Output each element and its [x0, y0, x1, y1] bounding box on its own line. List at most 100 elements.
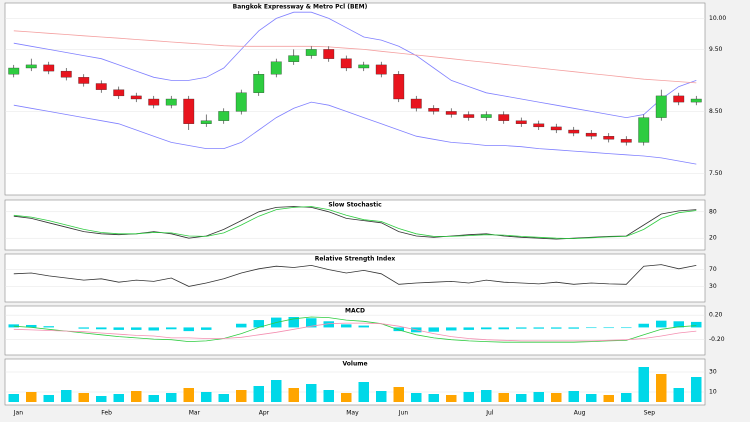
series-line: [13, 264, 697, 287]
bar: [411, 393, 422, 402]
bar: [201, 327, 212, 330]
candle-body: [480, 114, 492, 118]
candle-body: [60, 70, 72, 78]
panel-title: Slow Stochastic: [328, 202, 382, 209]
bar: [43, 326, 54, 328]
candle-body: [515, 120, 527, 124]
y-tick-label: 30: [709, 283, 717, 290]
panel-title: MACD: [345, 308, 365, 315]
x-tick-label: Jul: [485, 410, 494, 417]
bar: [253, 386, 264, 402]
bar: [26, 324, 37, 328]
bar: [586, 394, 597, 402]
bar: [621, 327, 632, 329]
candle-body: [200, 120, 212, 124]
bar: [621, 393, 632, 402]
bar: [533, 327, 544, 329]
bar: [78, 327, 89, 329]
candle-body: [25, 64, 37, 69]
bar: [148, 395, 159, 402]
bar: [428, 327, 439, 332]
bar: [236, 390, 247, 402]
candle-body: [288, 55, 300, 62]
y-tick-label: 10: [709, 389, 717, 396]
candle-body: [463, 114, 475, 118]
x-tick-label: Jun: [398, 410, 409, 417]
candle-body: [235, 92, 247, 112]
y-tick-label: 30: [709, 369, 717, 376]
bar: [61, 390, 72, 402]
panel: [4, 253, 706, 303]
series-line: [13, 206, 697, 240]
y-tick-label: 70: [709, 266, 717, 273]
candle-body: [410, 98, 422, 109]
bar: [603, 395, 614, 402]
series-line: [13, 11, 697, 119]
candle-body: [78, 77, 90, 84]
bar: [603, 327, 614, 329]
panel-title: Relative Strength Index: [315, 256, 396, 263]
candle-body: [375, 64, 387, 75]
bar: [638, 367, 649, 402]
candle-body: [445, 111, 457, 115]
bar: [253, 320, 264, 328]
bar: [43, 395, 54, 402]
candle-body: [533, 123, 545, 128]
bar: [393, 387, 404, 402]
bar: [673, 321, 684, 328]
bar: [166, 327, 177, 330]
bar: [183, 327, 194, 332]
candle-body: [323, 49, 335, 59]
bar: [113, 394, 124, 402]
x-tick-label: Mar: [189, 410, 201, 417]
candle-body: [253, 74, 265, 93]
bar: [498, 327, 509, 330]
panel-title: Bangkok Expressway & Metro Pcl (BEM): [233, 4, 368, 11]
bar: [516, 394, 527, 402]
x-tick-label: Jan: [13, 410, 23, 417]
bar: [8, 394, 19, 402]
y-tick-label: -0.20: [709, 336, 725, 343]
candle-body: [428, 108, 440, 112]
bar: [131, 327, 142, 330]
candle-body: [340, 58, 352, 69]
x-tick-label: May: [346, 410, 359, 417]
bar: [463, 392, 474, 402]
bar: [656, 320, 667, 328]
bar: [533, 392, 544, 402]
y-tick-label: 8.50: [709, 108, 723, 115]
y-tick-label: 0.20: [709, 312, 723, 319]
candle-body: [655, 95, 667, 118]
bar: [183, 388, 194, 402]
x-tick-label: Feb: [101, 410, 112, 417]
x-tick-label: Apr: [259, 410, 270, 417]
series-line: [13, 101, 697, 165]
candle-body: [498, 114, 510, 121]
y-tick-label: 9.50: [709, 46, 723, 53]
bar: [516, 327, 527, 329]
candle-body: [113, 89, 125, 97]
candle-body: [270, 61, 282, 75]
bar: [481, 327, 492, 330]
y-tick-label: 7.50: [709, 170, 723, 177]
bar: [288, 388, 299, 402]
bar: [393, 327, 404, 332]
bar: [341, 393, 352, 402]
candle-body: [603, 136, 615, 140]
bar: [306, 318, 317, 328]
candle-body: [620, 139, 632, 143]
bar: [323, 390, 334, 402]
candle-body: [218, 111, 230, 121]
panel: [4, 305, 706, 356]
bar: [498, 393, 509, 402]
candle-body: [305, 49, 317, 56]
bar: [148, 327, 159, 331]
bar: [446, 395, 457, 402]
panel-title: Volume: [342, 361, 367, 368]
bar: [131, 391, 142, 402]
candle-body: [130, 95, 142, 100]
bar: [358, 325, 369, 328]
bar: [586, 327, 597, 329]
bar: [8, 324, 19, 328]
